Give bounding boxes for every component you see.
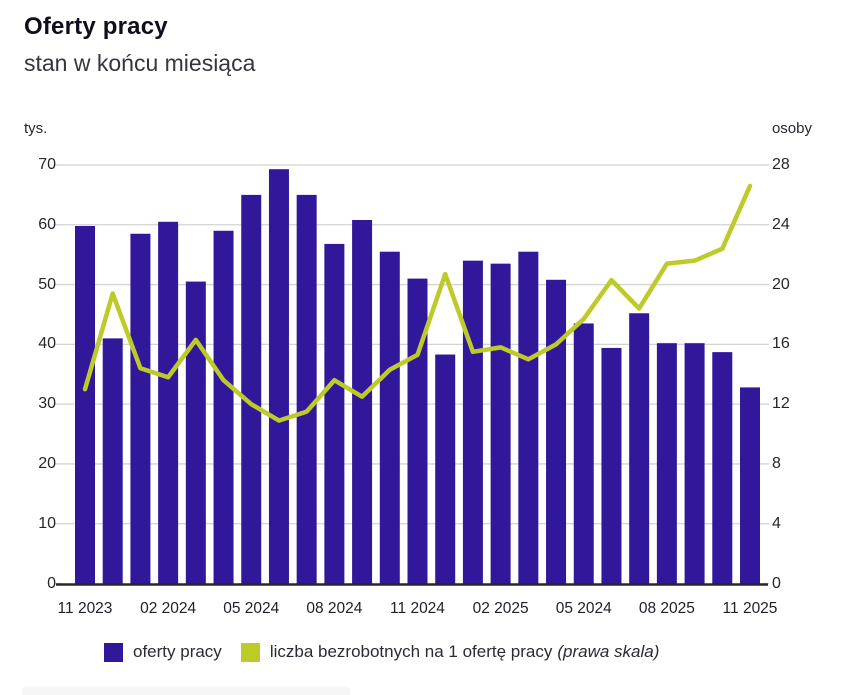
bar bbox=[601, 347, 622, 584]
bar bbox=[130, 233, 151, 584]
line-series bbox=[82, 183, 753, 423]
legend-label: oferty pracy bbox=[133, 642, 222, 661]
x-axis-tick-label: 08 2025 bbox=[638, 600, 695, 617]
axis-tick-label: 0 bbox=[772, 574, 781, 592]
bar bbox=[684, 343, 705, 584]
bar bbox=[490, 263, 511, 584]
left-axis-unit-label: tys. bbox=[24, 120, 48, 137]
axis-tick-label: 28 bbox=[772, 156, 790, 173]
axis-tick-label: 8 bbox=[772, 454, 781, 472]
x-axis-tick-label: 02 2025 bbox=[472, 600, 529, 617]
legend-item-liczba-bezrobotnych: liczba bezrobotnych na 1 ofertę pracy (pr… bbox=[240, 642, 660, 662]
bar-series-swatch-icon bbox=[104, 642, 123, 662]
x-axis-tick-label: 11 2023 bbox=[57, 600, 113, 617]
legend-label-italic: (prawa skala) bbox=[557, 642, 660, 661]
x-axis-tick-label: 11 2024 bbox=[390, 600, 445, 617]
axis-tick-label: 12 bbox=[772, 395, 790, 413]
bar bbox=[379, 251, 400, 584]
x-axis-tick-label: 05 2024 bbox=[223, 600, 280, 617]
bar bbox=[268, 169, 289, 584]
x-axis-tick-label: 05 2024 bbox=[555, 600, 612, 617]
bar bbox=[324, 243, 345, 584]
bar bbox=[407, 278, 428, 584]
axis-tick-label: 24 bbox=[772, 215, 790, 233]
bar bbox=[656, 343, 677, 584]
bar bbox=[213, 230, 234, 584]
axis-tick-label: 16 bbox=[772, 335, 790, 353]
bar bbox=[546, 279, 567, 584]
bar bbox=[185, 281, 206, 584]
x-axis-tick-label: 02 2024 bbox=[140, 600, 197, 617]
legend-item-oferty-pracy: oferty pracy bbox=[104, 642, 222, 662]
bar bbox=[296, 194, 317, 584]
bar bbox=[740, 387, 760, 584]
axis-tick-label: 70 bbox=[38, 156, 56, 173]
axis-tick-label: 20 bbox=[38, 454, 56, 472]
bar bbox=[241, 194, 262, 584]
axis-tick-label: 40 bbox=[38, 335, 56, 353]
bar bbox=[75, 225, 95, 584]
bar bbox=[462, 260, 483, 584]
bar bbox=[102, 338, 123, 584]
axis-tick-label: 0 bbox=[47, 574, 56, 592]
bar bbox=[518, 251, 539, 584]
axis-tick-label: 50 bbox=[38, 275, 56, 293]
bar bbox=[573, 323, 594, 584]
axis-tick-label: 4 bbox=[772, 514, 781, 532]
axis-tick-label: 60 bbox=[38, 215, 56, 233]
axis-tick-label: 20 bbox=[772, 275, 790, 293]
right-axis-unit-label: osoby bbox=[771, 120, 812, 137]
bar bbox=[158, 221, 179, 584]
page-subtitle: stan w końcu miesiąca bbox=[24, 50, 256, 76]
bar bbox=[629, 313, 650, 584]
bar bbox=[435, 354, 456, 584]
bar bbox=[352, 220, 373, 584]
axis-tick-label: 10 bbox=[38, 514, 56, 532]
legend-label: liczba bezrobotnych na 1 ofertę pracy (pr… bbox=[270, 642, 660, 662]
chart-legend: oferty pracy liczba bezrobotnych na 1 of… bbox=[104, 642, 659, 662]
x-axis-tick-label: 08 2024 bbox=[306, 600, 363, 617]
legend-label-text: liczba bezrobotnych na 1 ofertę pracy bbox=[269, 642, 553, 661]
x-axis-tick-label: 11 2025 bbox=[722, 600, 778, 617]
bar bbox=[712, 352, 733, 584]
page-title: Oferty pracy bbox=[24, 13, 168, 40]
line-series-swatch-icon bbox=[240, 642, 260, 662]
next-card-top-edge bbox=[22, 688, 350, 695]
axis-tick-label: 30 bbox=[38, 395, 56, 413]
